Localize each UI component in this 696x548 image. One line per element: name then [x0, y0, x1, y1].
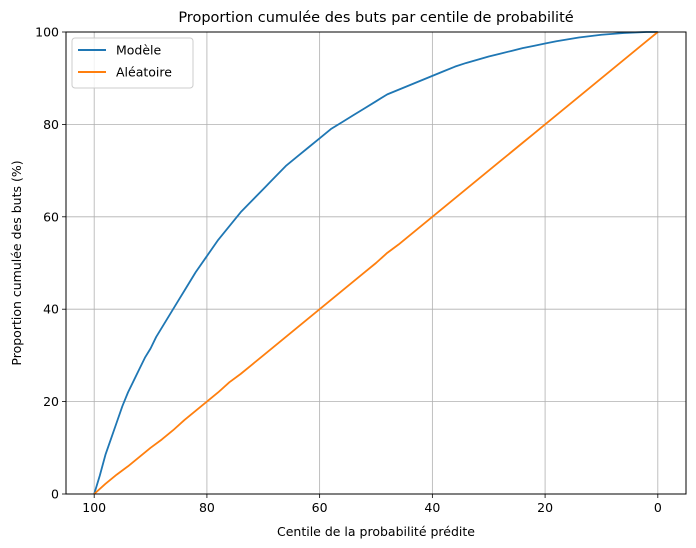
- x-tick-label: 80: [199, 500, 215, 515]
- legend-label-modele: Modèle: [116, 43, 162, 58]
- x-tick-label: 20: [537, 500, 553, 515]
- y-tick-label: 20: [43, 394, 59, 409]
- plot-area-frame: [65, 31, 687, 495]
- x-axis-label: Centile de la probabilité prédite: [277, 524, 475, 539]
- series-lines: [93, 31, 659, 495]
- legend: Modèle Aléatoire: [71, 37, 194, 89]
- y-tick-label: 100: [35, 25, 59, 40]
- y-tick-label: 40: [43, 302, 59, 317]
- y-tick-label: 80: [43, 117, 59, 132]
- y-tick-label: 60: [43, 209, 59, 224]
- grid-lines: [66, 31, 686, 495]
- y-axis-label: Proportion cumulée des buts (%): [9, 160, 24, 365]
- series-line-modele: [93, 31, 658, 495]
- x-tick-label: 100: [82, 500, 106, 515]
- chart-title: Proportion cumulée des buts par centile …: [178, 10, 573, 26]
- x-tick-label: 0: [654, 500, 662, 515]
- series-line-aleatoire: [93, 31, 659, 495]
- x-tick-label: 40: [424, 500, 440, 515]
- y-tick-label: 0: [51, 487, 59, 502]
- x-tick-label: 60: [312, 500, 328, 515]
- axis-ticks: 100 80 60 40 20 0 0 20 40 60 80 100: [35, 25, 662, 516]
- legend-label-aleatoire: Aléatoire: [116, 65, 172, 80]
